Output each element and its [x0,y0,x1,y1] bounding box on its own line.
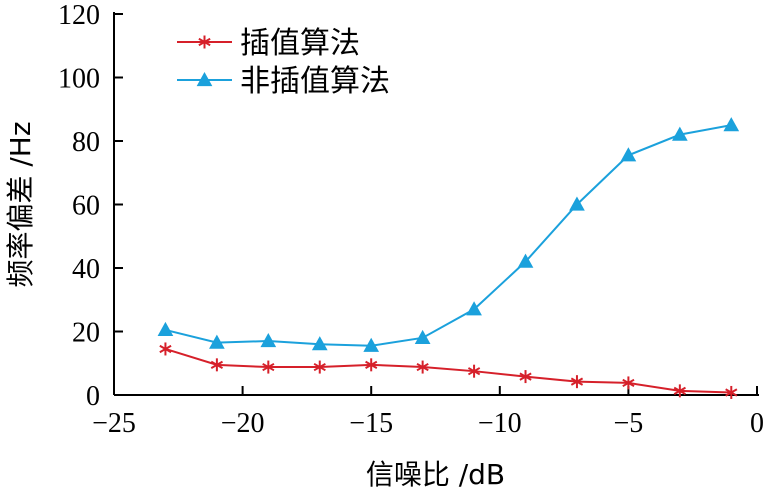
triangle-marker [414,329,431,344]
y-tick-label: 60 [72,191,100,222]
legend-item: 插值算法 [177,26,360,61]
x-tick-label: −10 [478,408,522,439]
asterisk-marker [467,364,481,378]
asterisk-marker [622,376,635,390]
asterisk-marker [210,358,224,372]
asterisk-marker [262,360,275,374]
triangle-marker [517,253,534,268]
asterisk-marker [673,384,686,398]
legend-label: 非插值算法 [240,64,390,99]
asterisk-marker [416,360,429,374]
asterisk-marker [198,35,211,49]
triangle-marker [363,337,380,352]
axes: 0 20 40 60 80 100 120 −25 −20 −15 −10 −5 0 [58,0,764,439]
series-line [165,348,732,394]
series-2 [157,117,740,352]
triangle-marker [260,332,277,348]
asterisk-marker [570,375,584,389]
y-tick-label: 100 [58,64,100,95]
legend-label: 插值算法 [240,26,360,61]
triangle-marker [209,334,225,349]
x-tick-label: −15 [349,408,393,439]
triangle-marker [569,196,585,211]
asterisk-marker [519,370,532,384]
x-tick-label: 0 [750,408,764,439]
legend-item: 非插值算法 [177,64,390,99]
asterisk-marker [159,342,172,356]
triangle-marker [196,71,213,87]
asterisk-marker [365,358,378,372]
asterisk-marker [313,360,326,374]
triangle-marker [671,126,688,141]
triangle-marker [723,117,740,132]
y-tick-label: 80 [72,127,100,158]
y-tick-label: 0 [86,381,100,412]
triangle-marker [157,321,174,337]
triangle-marker [466,301,482,316]
series-layer [157,117,740,399]
triangle-marker [620,147,637,162]
y-tick-label: 120 [58,0,100,31]
x-tick-label: −5 [614,408,644,439]
series-line [165,124,732,347]
y-tick-label: 40 [72,254,100,285]
x-tick-label: −25 [92,408,136,439]
y-tick-label: 20 [72,318,100,349]
triangle-marker [311,336,328,351]
x-axis-title: 信噪比 /dB [366,458,505,491]
y-axis-title: 频率偏差 /Hz [4,121,37,287]
series-1 [159,342,738,399]
asterisk-marker [725,385,738,399]
x-tick-label: −20 [221,408,265,439]
